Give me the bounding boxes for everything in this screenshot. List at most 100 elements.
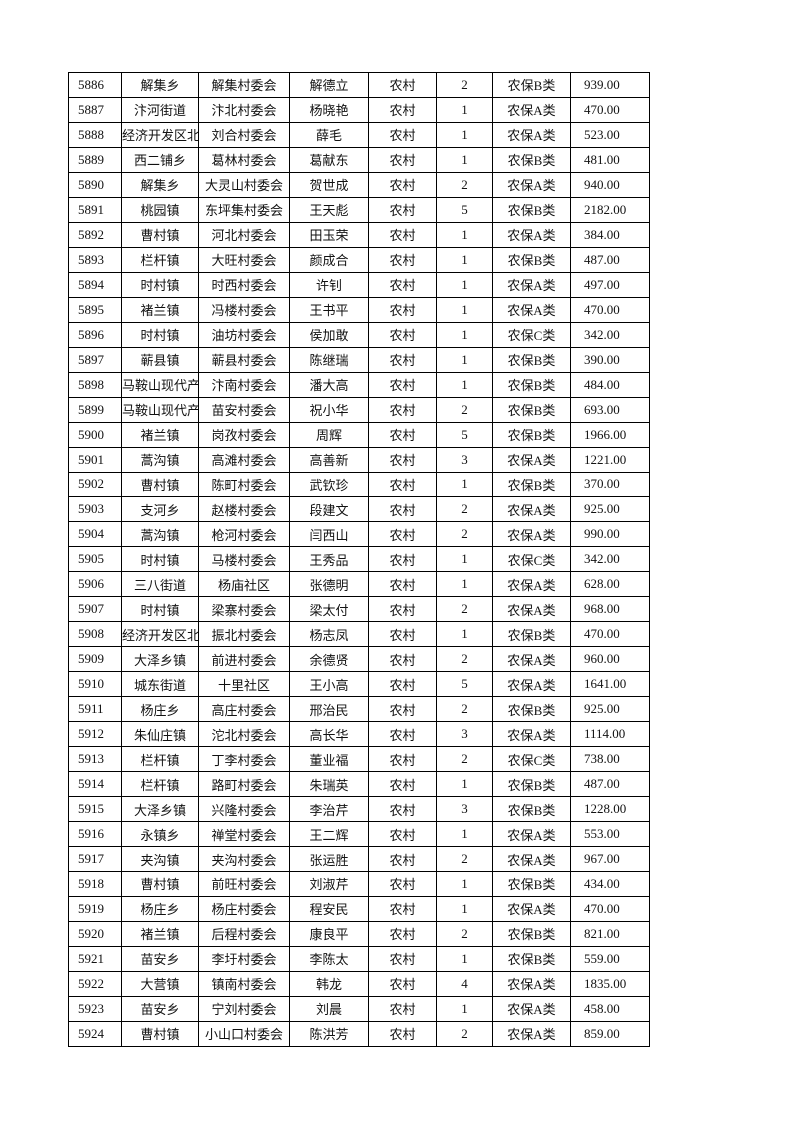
count: 2 — [436, 396, 493, 423]
township: 桃园镇 — [121, 196, 199, 223]
township: 大泽乡镇 — [121, 646, 199, 673]
village: 汴南村委会 — [198, 371, 290, 398]
table-row: 5895 褚兰镇 冯楼村委会 王书平 农村 1 农保A类 470.00 — [68, 296, 650, 323]
table-row: 5909 大泽乡镇 前进村委会 余德贤 农村 2 农保A类 960.00 — [68, 646, 650, 673]
township: 苗安乡 — [121, 945, 199, 972]
count: 2 — [436, 646, 493, 673]
person-name: 张德明 — [289, 571, 369, 598]
person-name: 潘大高 — [289, 371, 369, 398]
table-row: 5899马鞍山现代产业园苗安村委会祝小华农村2农保B类693.00 — [68, 396, 650, 423]
area-type: 农村 — [368, 271, 437, 298]
village: 解集村委会 — [198, 72, 290, 98]
person-name: 高善新 — [289, 446, 369, 473]
person-name: 余德贤 — [289, 646, 369, 673]
insurance-class: 农保A类 — [492, 521, 571, 548]
row-id: 5890 — [68, 171, 122, 198]
amount: 925.00 — [570, 496, 650, 523]
area-type: 农村 — [368, 1020, 437, 1047]
area-type: 农村 — [368, 246, 437, 273]
insurance-class: 农保A类 — [492, 121, 571, 148]
area-type: 农村 — [368, 196, 437, 223]
village: 后程村委会 — [198, 920, 290, 947]
village: 刘合村委会 — [198, 121, 290, 148]
village: 路町村委会 — [198, 771, 290, 798]
table-row: 5919 杨庄乡 杨庄村委会 程安民 农村 1 农保A类 470.00 — [68, 895, 650, 922]
table-row: 5911 杨庄乡 高庄村委会 邢治民 农村 2 农保B类 925.00 — [68, 696, 650, 723]
row-id: 5898 — [68, 371, 122, 398]
count: 1 — [436, 321, 493, 348]
person-name: 邢治民 — [289, 696, 369, 723]
person-name: 薛毛 — [289, 121, 369, 148]
row-id: 5915 — [68, 796, 122, 823]
row-id: 5909 — [68, 646, 122, 673]
amount: 434.00 — [570, 871, 650, 897]
row-id: 5889 — [68, 146, 122, 173]
village: 油坊村委会 — [198, 321, 290, 348]
area-type: 农村 — [368, 171, 437, 198]
count: 3 — [436, 796, 493, 823]
township: 杨庄乡 — [121, 895, 199, 922]
table-row: 5924 曹村镇 小山口村委会 陈洪芳 农村 2 农保A类 859.00 — [68, 1020, 650, 1047]
village: 兴隆村委会 — [198, 796, 290, 823]
amount: 738.00 — [570, 746, 650, 773]
area-type: 农村 — [368, 346, 437, 373]
row-id: 5892 — [68, 221, 122, 248]
row-id: 5906 — [68, 571, 122, 598]
count: 2 — [436, 920, 493, 947]
area-type: 农村 — [368, 895, 437, 922]
count: 5 — [436, 196, 493, 223]
count: 2 — [436, 846, 493, 872]
insurance-class: 农保B类 — [492, 346, 571, 373]
count: 1 — [436, 146, 493, 173]
insurance-class: 农保A类 — [492, 721, 571, 748]
table-row: 5893 栏杆镇 大旺村委会 颜成合 农村 1 农保B类 487.00 — [68, 246, 650, 273]
count: 1 — [436, 895, 493, 922]
table-row: 5907 时村镇 梁寨村委会 梁太付 农村 2 农保A类 968.00 — [68, 596, 650, 623]
area-type: 农村 — [368, 396, 437, 423]
person-name: 段建文 — [289, 496, 369, 523]
table-row: 5892 曹村镇 河北村委会 田玉荣 农村 1 农保A类 384.00 — [68, 221, 650, 248]
township: 永镇乡 — [121, 821, 199, 848]
amount: 1114.00 — [570, 721, 650, 748]
area-type: 农村 — [368, 621, 437, 648]
person-name: 张运胜 — [289, 846, 369, 872]
person-name: 颜成合 — [289, 246, 369, 273]
count: 1 — [436, 771, 493, 798]
count: 1 — [436, 571, 493, 598]
person-name: 王书平 — [289, 296, 369, 323]
amount: 925.00 — [570, 696, 650, 723]
row-id: 5901 — [68, 446, 122, 473]
area-type: 农村 — [368, 596, 437, 623]
township: 曹村镇 — [121, 471, 199, 498]
table-row: 5923 苗安乡 宁刘村委会 刘晨 农村 1 农保A类 458.00 — [68, 995, 650, 1022]
row-id: 5912 — [68, 721, 122, 748]
township: 栏杆镇 — [121, 246, 199, 273]
row-id: 5902 — [68, 471, 122, 498]
area-type: 农村 — [368, 521, 437, 548]
person-name: 朱瑞英 — [289, 771, 369, 798]
row-id: 5917 — [68, 846, 122, 872]
township: 褚兰镇 — [121, 920, 199, 947]
village: 东坪集村委会 — [198, 196, 290, 223]
township: 大泽乡镇 — [121, 796, 199, 823]
amount: 384.00 — [570, 221, 650, 248]
amount: 523.00 — [570, 121, 650, 148]
amount: 1641.00 — [570, 671, 650, 698]
village: 前进村委会 — [198, 646, 290, 673]
village: 杨庄村委会 — [198, 895, 290, 922]
person-name: 程安民 — [289, 895, 369, 922]
area-type: 农村 — [368, 296, 437, 323]
table-row: 5904 蒿沟镇 枪河村委会 闫西山 农村 2 农保A类 990.00 — [68, 521, 650, 548]
amount: 470.00 — [570, 895, 650, 922]
table-row: 5920 褚兰镇 后程村委会 康良平 农村 2 农保B类 821.00 — [68, 920, 650, 947]
count: 1 — [436, 271, 493, 298]
insurance-class: 农保A类 — [492, 596, 571, 623]
count: 2 — [436, 746, 493, 773]
table-row: 5905 时村镇 马楼村委会 王秀品 农村 1 农保C类 342.00 — [68, 546, 650, 573]
person-name: 杨志凤 — [289, 621, 369, 648]
insurance-class: 农保B类 — [492, 621, 571, 648]
insurance-class: 农保C类 — [492, 746, 571, 773]
row-id: 5888 — [68, 121, 122, 148]
table-row: 5890 解集乡 大灵山村委会 贺世成 农村 2 农保A类 940.00 — [68, 171, 650, 198]
village: 小山口村委会 — [198, 1020, 290, 1047]
